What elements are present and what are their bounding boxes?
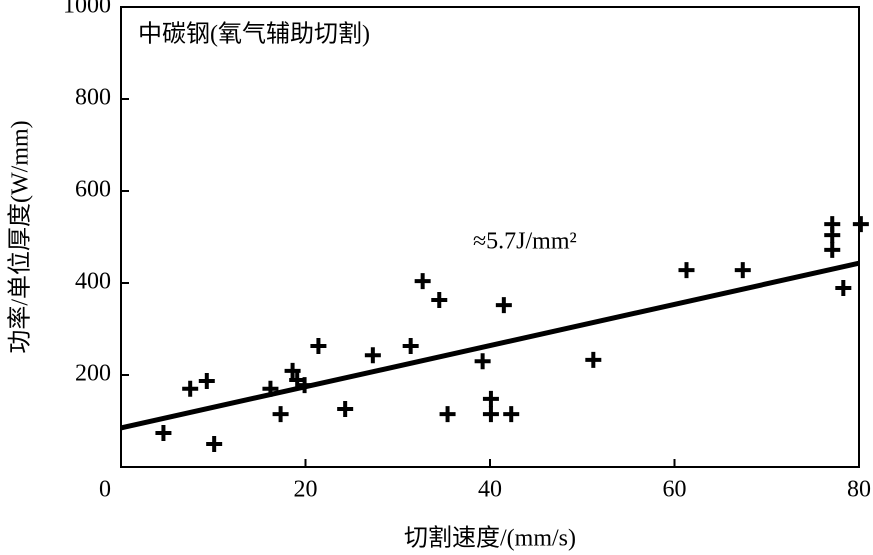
point (678, 262, 695, 279)
point (182, 380, 199, 397)
point (402, 338, 419, 355)
y-tick-label: 800 (75, 85, 111, 111)
point (310, 338, 327, 355)
y-tick-label: 1000 (63, 0, 111, 19)
x-tick-label: 80 (847, 477, 871, 503)
x-tick-label: 20 (294, 477, 318, 503)
point (824, 227, 841, 244)
x-tick-label: 60 (663, 477, 687, 503)
point (364, 347, 381, 364)
x-tick-label: 0 (99, 477, 111, 503)
point (495, 297, 512, 314)
point (262, 380, 279, 397)
point (198, 372, 215, 389)
point (734, 262, 751, 279)
point (272, 406, 289, 423)
x-axis-label: 切割速度/(mm/s) (404, 525, 576, 552)
y-tick-label: 600 (75, 177, 111, 203)
point (296, 377, 313, 394)
point (852, 216, 869, 233)
point (337, 401, 354, 418)
point (482, 390, 499, 407)
point (284, 362, 301, 379)
point (835, 280, 852, 297)
point (482, 406, 499, 423)
chart-title: 中碳钢(氧气辅助切割) (138, 21, 370, 48)
annotation: ≈5.7J/mm² (473, 229, 577, 255)
y-axis-label: 功率/单位厚度(W/mm) (7, 120, 34, 353)
point (431, 292, 448, 309)
point (503, 406, 520, 423)
point (474, 353, 491, 370)
trend-line (120, 260, 860, 431)
x-tick-label: 40 (478, 477, 502, 503)
y-tick-label: 400 (75, 269, 111, 295)
point (155, 424, 172, 441)
point (206, 436, 223, 452)
point (824, 241, 841, 258)
point (414, 273, 431, 290)
y-tick-label: 200 (75, 361, 111, 387)
point (439, 406, 456, 423)
point (585, 351, 602, 368)
